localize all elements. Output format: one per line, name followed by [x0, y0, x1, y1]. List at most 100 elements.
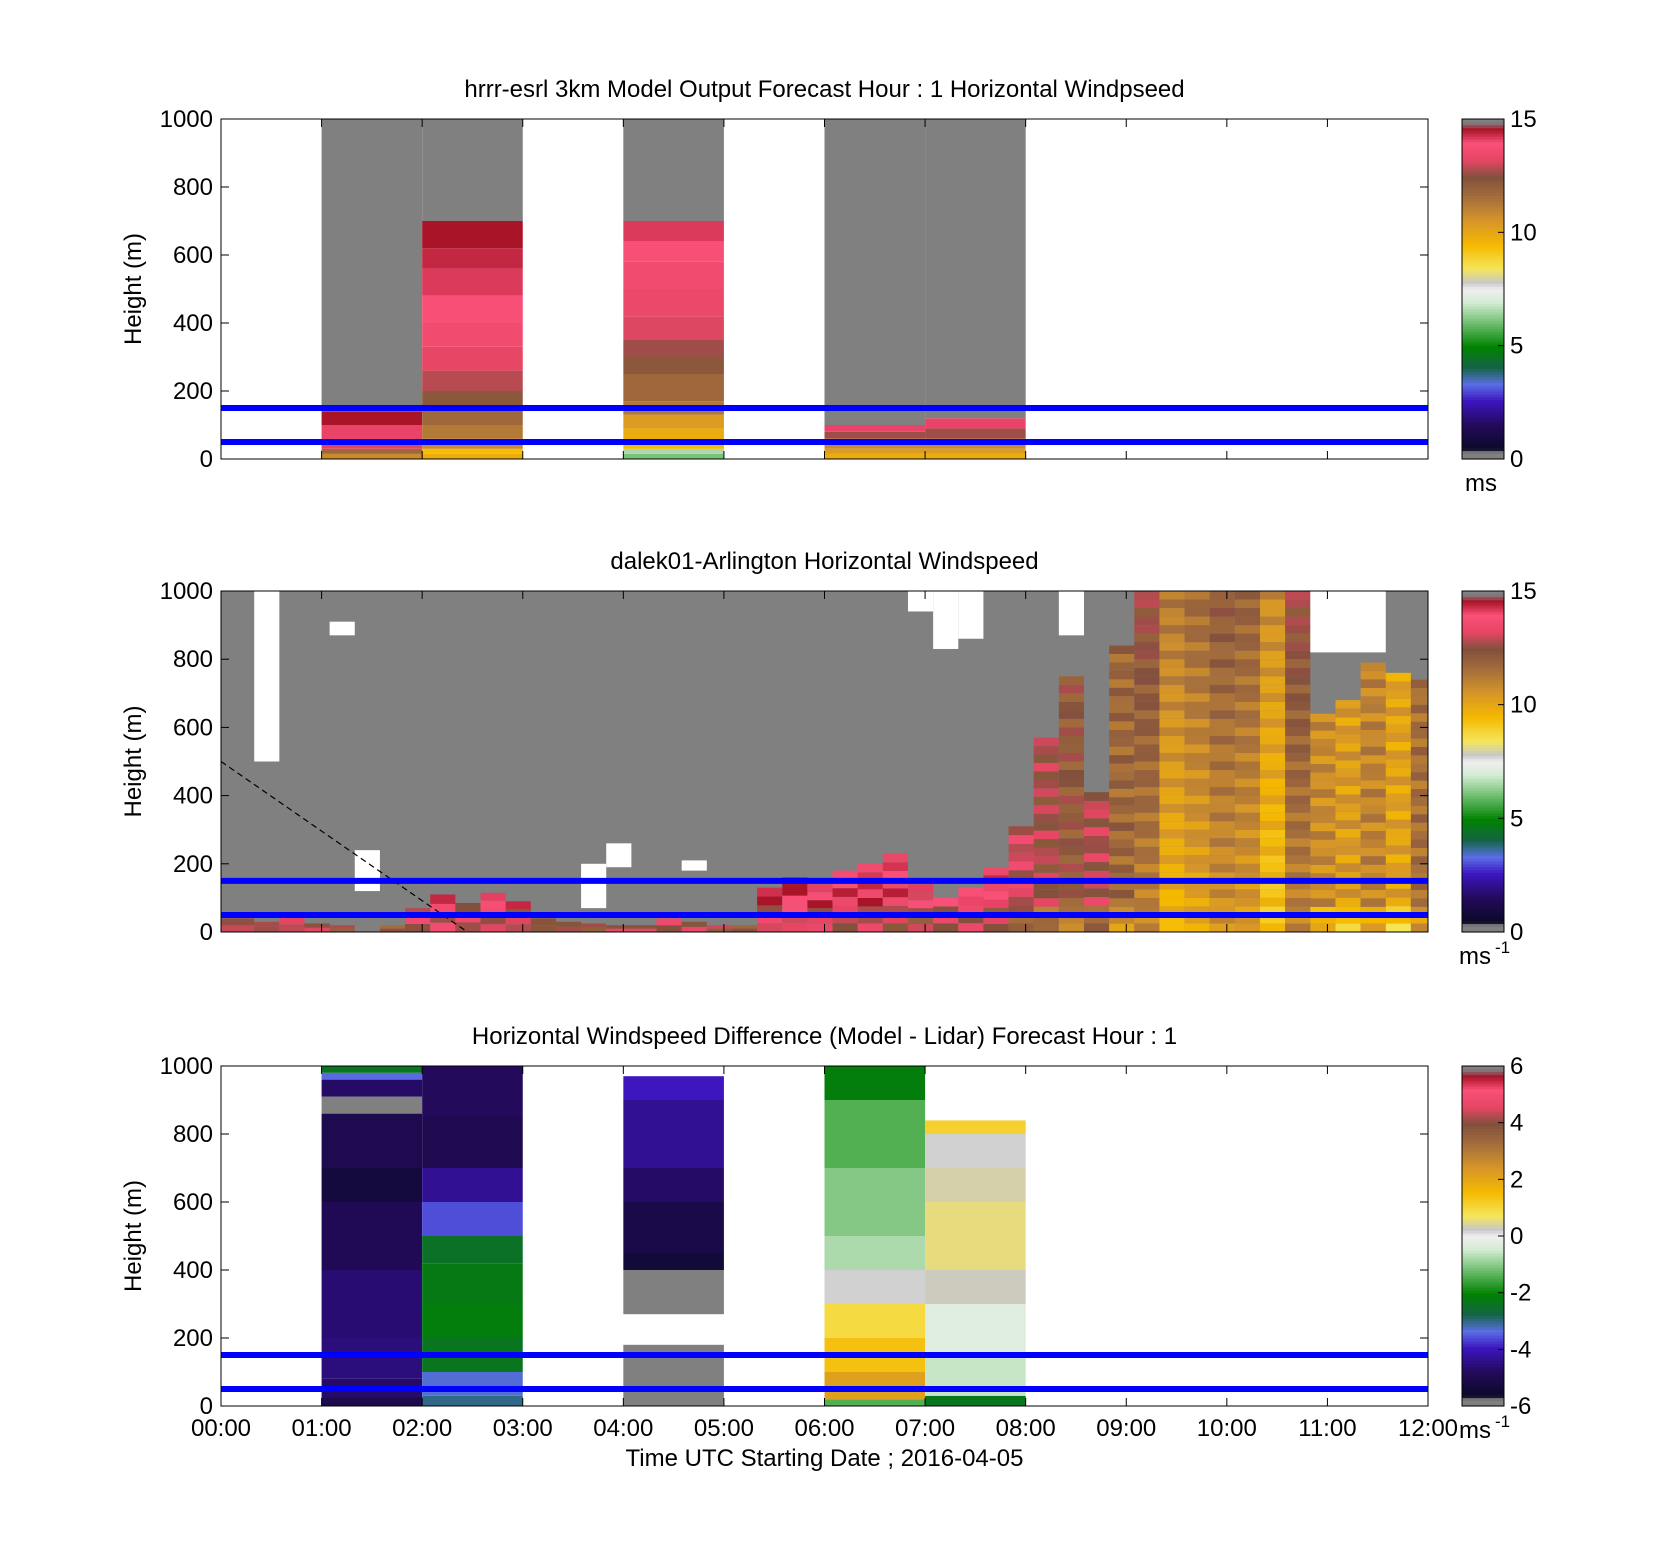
- heatmap-cell: [1184, 718, 1210, 728]
- colorbar-segment: [1462, 591, 1504, 595]
- heatmap-cell: [1285, 659, 1311, 668]
- colorbar-segment: [1462, 770, 1504, 774]
- colorbar-segment: [1462, 1213, 1504, 1217]
- heatmap-cell: [1159, 633, 1185, 643]
- heatmap-cell: [1033, 822, 1059, 831]
- colorbar-segment: [1462, 1199, 1504, 1203]
- heatmap-cell: [422, 295, 523, 323]
- heatmap-cell: [1335, 880, 1361, 890]
- colorbar-segment: [1462, 218, 1504, 222]
- colorbar-segment: [1462, 843, 1504, 848]
- colorbar-segment: [1462, 416, 1504, 420]
- heatmap-cell: [1184, 880, 1210, 890]
- heatmap-cell: [1109, 881, 1135, 890]
- colorbar-segment: [1462, 450, 1504, 454]
- heatmap-cell: [1234, 770, 1261, 779]
- heatmap-cell: [882, 897, 908, 906]
- heatmap-cell: [1335, 700, 1361, 709]
- heatmap-cell: [824, 1100, 926, 1168]
- heatmap-cell: [933, 923, 959, 932]
- heatmap-cell: [1285, 872, 1311, 881]
- heatmap-cell: [1410, 797, 1428, 806]
- y-tick-label: 0: [200, 1393, 213, 1420]
- heatmap-cell: [1335, 820, 1361, 829]
- colorbar-segment: [1462, 410, 1504, 415]
- heatmap-cell: [1134, 693, 1160, 702]
- colorbar-segment: [1462, 929, 1504, 933]
- colorbar-segment: [1462, 121, 1504, 126]
- heatmap-cell: [321, 1270, 423, 1338]
- heatmap-cell: [1385, 707, 1411, 717]
- heatmap-cell: [1058, 718, 1085, 728]
- colorbar-segment: [1462, 274, 1504, 279]
- x-tick-label: 09:00: [1096, 1415, 1156, 1442]
- heatmap-cell: [1260, 642, 1286, 651]
- heatmap-cell: [1058, 914, 1085, 924]
- colorbar-segment: [1462, 1134, 1504, 1138]
- heatmap-cell: [1058, 906, 1085, 915]
- heatmap-cell: [1159, 795, 1185, 805]
- colorbar-segment: [1462, 821, 1504, 825]
- colorbar-segment: [1462, 138, 1504, 143]
- heatmap-cells: [321, 119, 1026, 459]
- heatmap-cell: [1335, 734, 1361, 744]
- colorbar-segment: [1462, 664, 1504, 669]
- colorbar-tick-label: 15: [1510, 106, 1537, 133]
- heatmap-cell: [1360, 687, 1386, 697]
- heatmap-cell: [1159, 863, 1185, 873]
- colorbar-segment: [1462, 399, 1504, 403]
- colorbar-tick-label: 0: [1510, 446, 1523, 473]
- heatmap-cell: [882, 914, 908, 924]
- heatmap-cell: [1159, 710, 1185, 719]
- heatmap-cell: [1134, 684, 1160, 694]
- heatmap-cell: [958, 923, 984, 932]
- heatmap-cell: [1310, 923, 1336, 932]
- heatmap-cell: [1310, 730, 1336, 739]
- heatmap-cell: [1410, 696, 1428, 705]
- heatmap-cell: [1335, 751, 1361, 761]
- colorbar-segment: [1462, 1139, 1504, 1144]
- heatmap-cell: [623, 414, 724, 429]
- heatmap-cell: [1209, 770, 1235, 779]
- colorbar-segment: [1462, 605, 1504, 609]
- heatmap-cell: [1008, 870, 1034, 880]
- heatmap-cell: [1234, 608, 1261, 617]
- heatmap-cell: [1159, 616, 1185, 626]
- colorbar-segment: [1462, 872, 1504, 876]
- heatmap-cell: [1385, 793, 1411, 803]
- heatmap-cell: [882, 879, 908, 889]
- heatmap-cell: [1410, 898, 1428, 907]
- heatmap-cell: [1285, 889, 1311, 898]
- heatmap-cell: [422, 1236, 523, 1264]
- colorbar-segment: [1462, 155, 1504, 160]
- heatmap-cell: [824, 1066, 926, 1100]
- heatmap-cell: [422, 1117, 523, 1168]
- y-tick-label: 400: [173, 1257, 213, 1284]
- heatmap-cell: [1260, 821, 1286, 830]
- heatmap-cell: [1360, 906, 1386, 916]
- heatmap-cell: [1360, 830, 1386, 840]
- heatmap-cell: [1209, 838, 1235, 847]
- colorbar-segment: [1462, 209, 1504, 214]
- heatmap-cell: [422, 1263, 523, 1304]
- heatmap-cell: [1184, 778, 1210, 788]
- colorbar-segment: [1462, 1128, 1504, 1132]
- colorbar-unit: ms: [1459, 943, 1491, 970]
- heatmap-cell: [1058, 676, 1085, 685]
- heatmap-cell: [1134, 667, 1160, 677]
- colorbar-segment: [1462, 1182, 1504, 1186]
- colorbar-segment: [1462, 170, 1504, 174]
- heatmap-cell: [1234, 914, 1261, 924]
- colorbar-segment: [1462, 1108, 1504, 1112]
- colorbar-frame: [1461, 118, 1505, 460]
- y-tick-label: 400: [173, 310, 213, 337]
- colorbar-segment: [1462, 724, 1504, 728]
- heatmap-cell: [1234, 727, 1261, 736]
- heatmap-cell: [623, 261, 724, 289]
- heatmap-cell: [623, 442, 724, 449]
- colorbar-segment: [1462, 1258, 1504, 1263]
- heatmap-cell: [1209, 667, 1235, 677]
- heatmap-cell: [1209, 855, 1235, 864]
- heatmap-cell: [1260, 633, 1286, 643]
- heatmap-cell: [422, 1372, 523, 1396]
